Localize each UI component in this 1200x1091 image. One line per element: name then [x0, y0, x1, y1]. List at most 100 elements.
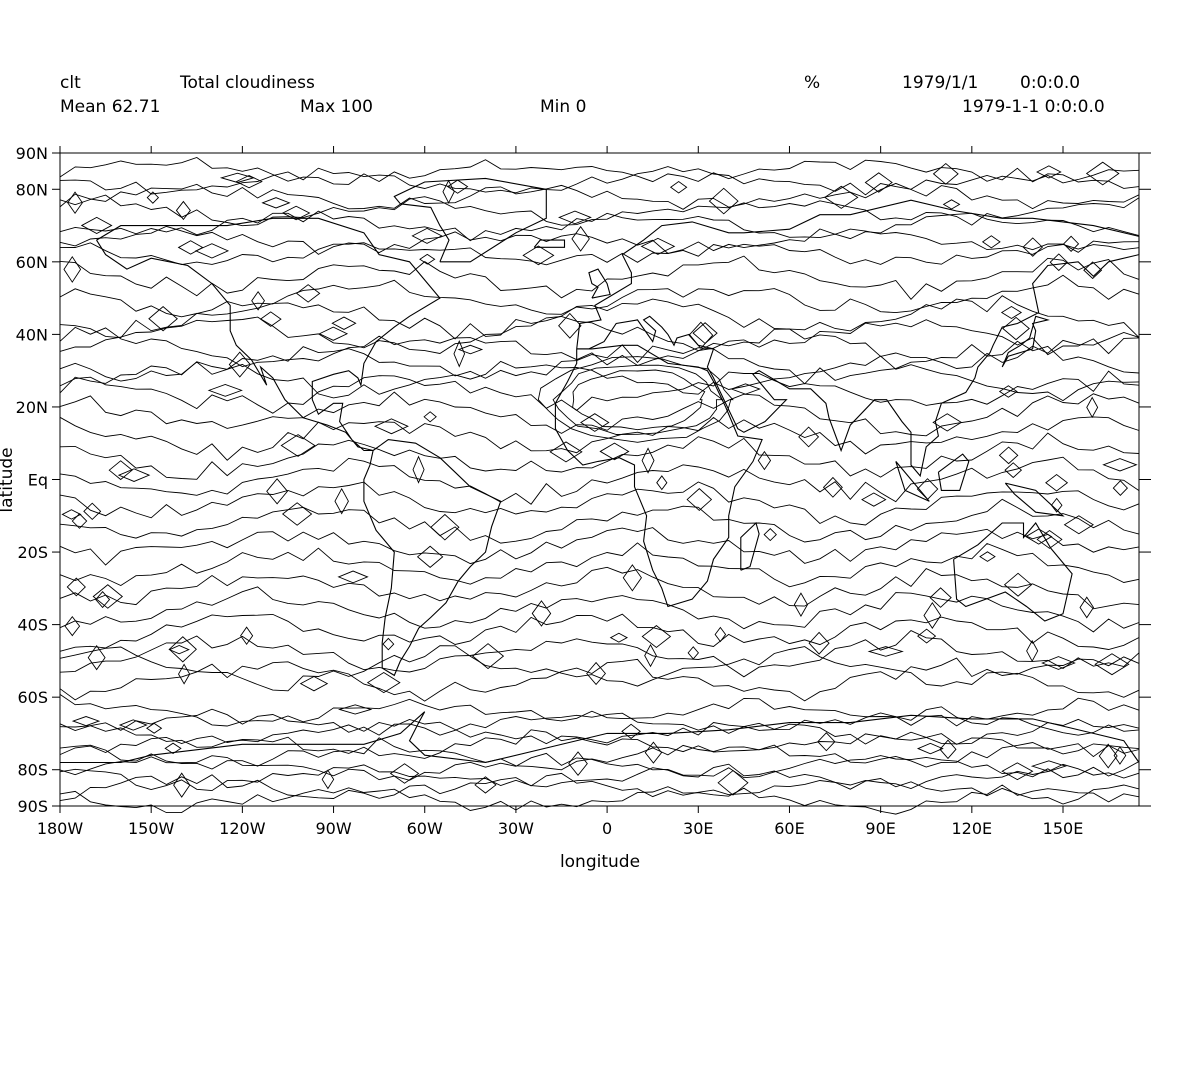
- contour-closed: [331, 316, 357, 330]
- contour-closed: [194, 243, 230, 259]
- contour-closed: [266, 478, 289, 505]
- contour-ring: [572, 369, 706, 431]
- contour-ring: [552, 364, 724, 435]
- y-tick-label: 60S: [17, 688, 48, 707]
- x-tick-label: 30E: [683, 819, 713, 838]
- contour-line: [59, 737, 1140, 771]
- contour-closed: [281, 502, 313, 526]
- contour-closed: [177, 240, 204, 255]
- y-tick-label: 90S: [17, 797, 48, 816]
- contour-closed: [295, 284, 321, 303]
- contour-line: [59, 391, 1140, 437]
- contour-line: [59, 255, 1140, 300]
- contour-closed: [66, 577, 86, 597]
- y-tick-label: 40S: [17, 616, 48, 635]
- contour-closed: [644, 741, 663, 764]
- contour-closed: [178, 663, 191, 685]
- y-tick-label: 20S: [17, 543, 48, 562]
- contour-closed: [280, 434, 316, 457]
- continent-outline: [588, 268, 611, 299]
- contour-closed: [1063, 515, 1095, 535]
- contour-closed: [416, 545, 444, 568]
- units-label: %: [804, 73, 821, 93]
- contour-line: [59, 156, 1140, 185]
- contour-closed: [793, 592, 809, 618]
- contour-closed: [207, 383, 243, 397]
- contour-closed: [817, 732, 836, 752]
- x-tick-label: 90E: [865, 819, 895, 838]
- contour-closed: [442, 179, 455, 204]
- contour-closed: [117, 468, 151, 482]
- contour-line: [59, 784, 1140, 815]
- contour-line: [59, 432, 1140, 480]
- contour-closed: [1094, 653, 1130, 676]
- continent-outline: [895, 461, 930, 502]
- contour-closed: [861, 492, 887, 507]
- contour-line: [59, 694, 1140, 727]
- contour-closed: [998, 446, 1019, 465]
- contour-closed: [558, 210, 592, 225]
- contour-line: [59, 370, 1140, 414]
- x-tick-label: 60W: [407, 819, 443, 838]
- contour-line: [59, 729, 1140, 759]
- contour-closed: [67, 191, 83, 215]
- contour-closed: [686, 488, 713, 512]
- contour-closed: [730, 383, 761, 395]
- contour-closed: [235, 174, 263, 189]
- contour-closed: [979, 551, 996, 562]
- contour-closed: [471, 643, 505, 670]
- contour-closed: [240, 626, 254, 646]
- y-tick-label: 90N: [16, 144, 48, 163]
- contour-closed: [939, 739, 957, 760]
- contour-closed: [453, 340, 466, 368]
- contour-line: [59, 166, 1140, 196]
- contour-line: [59, 225, 1140, 255]
- contour-line: [59, 566, 1140, 610]
- contour-closed: [586, 661, 606, 686]
- contour-closed: [1085, 161, 1120, 186]
- contour-closed: [457, 344, 484, 355]
- x-tick-label: 120E: [952, 819, 993, 838]
- contour-closed: [1049, 253, 1068, 272]
- y-tick-label: Eq: [28, 471, 48, 490]
- continent-outline: [363, 439, 502, 677]
- contour-closed: [1050, 497, 1063, 513]
- contour-closed: [1004, 462, 1023, 479]
- continent-outline: [937, 453, 970, 491]
- contour-closed: [299, 675, 329, 692]
- continent-outline: [576, 199, 1140, 478]
- continent-outlines: [60, 177, 1140, 764]
- contour-closed: [929, 587, 952, 608]
- contour-closed: [261, 197, 291, 209]
- contour-closed: [1083, 261, 1103, 280]
- y-tick-label: 80S: [17, 761, 48, 780]
- contour-closed: [1036, 529, 1063, 549]
- y-tick-label: 80N: [16, 180, 48, 199]
- contour-closed: [571, 225, 590, 252]
- contour-closed: [1000, 305, 1023, 320]
- contour-line: [59, 456, 1140, 505]
- contour-closed: [83, 502, 102, 521]
- contour-closed: [338, 704, 373, 715]
- contour-closed: [932, 413, 963, 432]
- contour-closed: [1041, 656, 1076, 670]
- contour-closed: [867, 646, 904, 657]
- max-stat: Max 100: [300, 97, 373, 117]
- contour-closed: [164, 742, 182, 754]
- contour-closed: [1003, 572, 1033, 597]
- variable-long-name: Total cloudiness: [180, 73, 315, 93]
- contour-closed: [1098, 743, 1118, 769]
- contour-closed: [337, 570, 369, 584]
- y-tick-label: 40N: [16, 325, 48, 344]
- contour-line: [59, 182, 1140, 210]
- contour-closed: [373, 418, 409, 435]
- contour-closed: [932, 162, 959, 185]
- contour-closed: [656, 475, 668, 491]
- contour-closed: [522, 245, 555, 266]
- contour-closed: [641, 447, 655, 474]
- contour-closed: [763, 528, 777, 542]
- x-tick-label: 150W: [128, 819, 175, 838]
- contour-closed: [175, 200, 191, 221]
- contour-closed: [173, 772, 191, 798]
